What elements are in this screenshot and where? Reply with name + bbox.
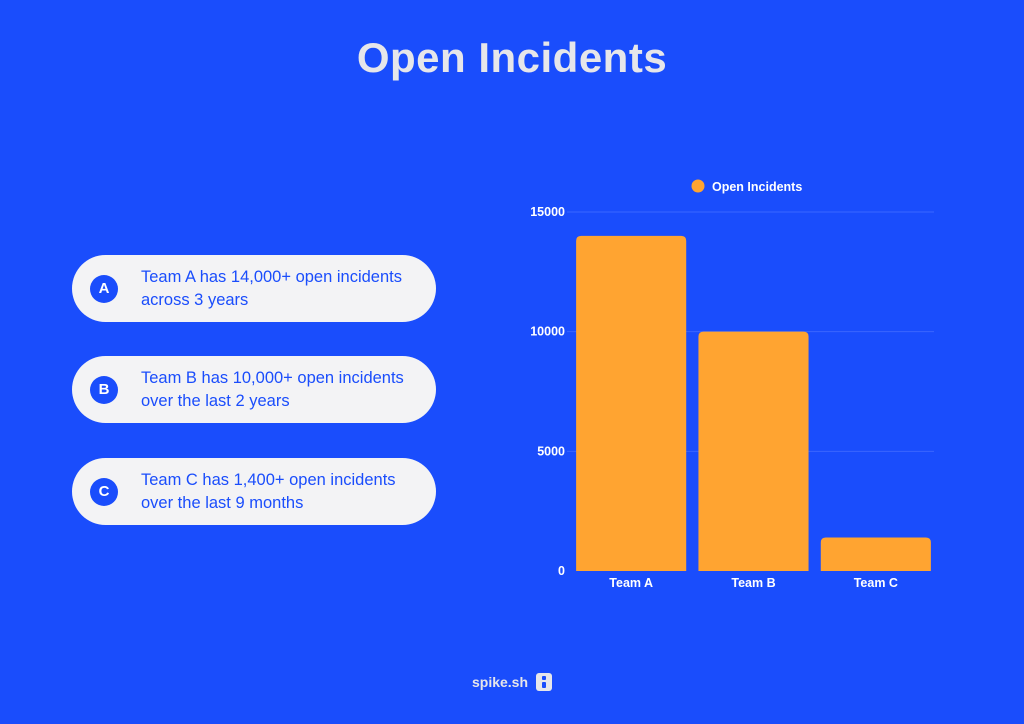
brand-name: spike.sh [471, 674, 529, 690]
y-tick-label: 10000 [530, 325, 565, 339]
spike-logo-icon [536, 673, 553, 691]
y-axis: 0 5000 10000 15000 [530, 205, 565, 578]
note-card-a: A Team A has 14,000+ open incidents acro… [72, 255, 436, 322]
x-tick-label: Team A [609, 576, 653, 590]
page-title: Open Incidents [356, 34, 668, 81]
note-text: Team B has 10,000+ open incidents over t… [141, 368, 404, 410]
bar-team-a [576, 235, 687, 571]
x-tick-label: Team B [731, 576, 775, 590]
legend-swatch [691, 179, 705, 193]
bars [576, 235, 931, 571]
bar-team-b [698, 331, 809, 571]
note-badge: A [90, 274, 118, 303]
x-tick-label: Team C [854, 576, 898, 590]
bar-team-c [820, 537, 931, 571]
y-tick-label: 5000 [537, 444, 565, 458]
note-text: Team A has 14,000+ open incidents across… [141, 267, 402, 309]
footer: spike.sh [0, 673, 1024, 691]
legend-label: Open Incidents [712, 180, 802, 194]
note-badge: B [90, 375, 118, 404]
y-tick-label: 15000 [530, 205, 565, 219]
note-badge: C [90, 477, 118, 506]
x-axis: Team A Team B Team C [609, 576, 898, 590]
note-text: Team C has 1,400+ open incidents over th… [141, 470, 396, 512]
note-card-b: B Team B has 10,000+ open incidents over… [72, 356, 436, 423]
note-card-c: C Team C has 1,400+ open incidents over … [72, 458, 436, 525]
chart-legend: Open Incidents [691, 179, 802, 194]
y-tick-label: 0 [558, 564, 565, 578]
